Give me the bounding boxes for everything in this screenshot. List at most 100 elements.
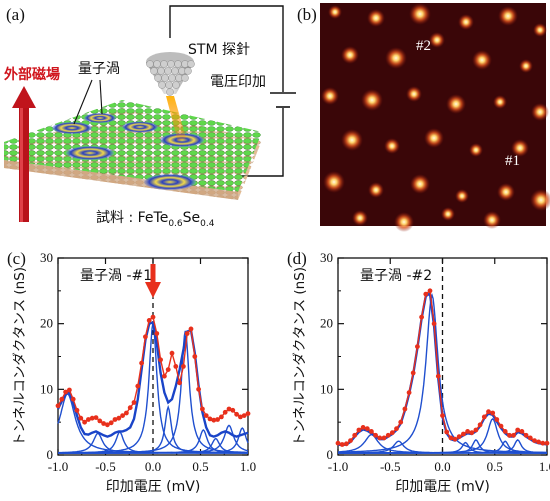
- data-point: [348, 438, 353, 443]
- vortex-spot: [384, 138, 400, 154]
- data-point: [477, 422, 483, 428]
- data-point: [381, 435, 387, 441]
- data-point: [116, 415, 122, 421]
- field-label: 外部磁場: [4, 66, 60, 83]
- panel-d-chart: (d) -1.0 -0.5 0.0 0.5 1.0 0 10 20 30 印加電圧 (mV) トンネル…: [287, 249, 550, 495]
- panel-b-label: (b): [297, 5, 317, 24]
- vortex-spot: [409, 3, 431, 25]
- data-point: [196, 386, 202, 392]
- data-point: [55, 403, 61, 409]
- vortex-spot: [533, 23, 547, 37]
- data-point: [532, 438, 537, 443]
- vortex-spot: [493, 95, 507, 109]
- y-tick-label: 0: [47, 447, 54, 462]
- circuit-wire-lower: [238, 108, 284, 177]
- data-point: [431, 321, 437, 327]
- vortex-spot: [455, 189, 469, 203]
- data-point: [241, 413, 247, 418]
- y-tick-label: 0: [327, 447, 334, 462]
- data-point: [377, 435, 383, 441]
- data-point: [203, 413, 209, 418]
- data-point: [89, 415, 95, 421]
- x-tick-label: 0.5: [192, 459, 208, 474]
- vortex-spot: [328, 5, 342, 19]
- data-point: [131, 400, 137, 405]
- lattice-edge: [4, 160, 238, 200]
- vortex-spot: [530, 189, 550, 211]
- fit-component: [338, 439, 548, 454]
- data-point: [440, 413, 445, 418]
- data-point: [105, 422, 110, 428]
- data-point: [481, 414, 487, 420]
- data-point: [402, 406, 408, 412]
- data-point: [373, 432, 378, 438]
- vortex-icon: [84, 113, 116, 123]
- data-point: [435, 373, 441, 379]
- vortex-spot: [394, 212, 414, 232]
- data-point: [419, 314, 424, 320]
- vortex-spot: [511, 139, 529, 157]
- vortex-spot: [458, 14, 474, 30]
- vortex-spot: [341, 46, 359, 64]
- vortex-spot: [446, 94, 466, 114]
- x-axis-label: 印加電圧 (mV): [395, 479, 490, 495]
- data-point: [490, 410, 496, 416]
- data-point: [120, 413, 125, 418]
- data-point: [188, 326, 194, 332]
- data-point: [181, 364, 186, 369]
- vortex-spot: [321, 87, 339, 105]
- data-point: [74, 407, 80, 413]
- data-point: [154, 331, 160, 336]
- tip-label: STM 探針: [188, 42, 250, 58]
- sample-subscript-se: 0.4: [200, 219, 215, 229]
- data-point: [230, 407, 236, 413]
- data-point: [173, 364, 179, 369]
- data-point: [339, 442, 345, 447]
- y-tick-label: 20: [320, 316, 333, 331]
- data-point: [165, 367, 171, 372]
- y-tick-label: 30: [40, 250, 53, 265]
- vortex-spots: [321, 3, 550, 232]
- x-tick-label: 0.5: [487, 459, 503, 474]
- vortex-spot: [367, 9, 385, 27]
- y-tick-label: 20: [40, 316, 53, 331]
- fit-component: [338, 293, 547, 454]
- vortex-spot: [483, 211, 501, 229]
- vortex-pointer: [73, 79, 93, 125]
- vortex-label: 量子渦: [78, 61, 120, 77]
- data-point: [226, 406, 232, 412]
- vortex-icon: [52, 122, 92, 134]
- voltage-label: 電圧印加: [210, 74, 266, 90]
- data-point: [93, 415, 99, 420]
- circuit-wire: [169, 5, 284, 92]
- data-point: [427, 288, 433, 294]
- data-point: [360, 425, 366, 430]
- data-point: [97, 418, 103, 424]
- sample-middle: Se: [183, 210, 201, 226]
- data-point: [515, 427, 521, 433]
- x-tick-label: -1.0: [328, 459, 349, 474]
- sample-subscript-te: 0.6: [168, 219, 183, 229]
- data-point: [498, 423, 504, 429]
- data-point: [162, 373, 167, 379]
- vortex-icon: [66, 146, 114, 160]
- data-point: [486, 409, 491, 415]
- data-point: [238, 414, 243, 420]
- y-tick-label: 10: [320, 381, 333, 396]
- data-point: [215, 417, 221, 422]
- x-tick-label: -0.5: [95, 459, 116, 474]
- vortex-spot: [531, 103, 549, 121]
- data-point: [139, 360, 145, 366]
- data-point: [536, 439, 541, 445]
- data-point: [410, 370, 416, 376]
- data-point: [444, 429, 450, 435]
- vortex-spot: [498, 6, 518, 26]
- data-point: [356, 427, 362, 433]
- data-point: [448, 435, 454, 441]
- tunnel-beam: [166, 96, 186, 142]
- panel-c-chart: (c) -1.0 -0.5 0.0 0.5 1.0 0 10 20 30 印加電圧 (mV) トンネル…: [7, 249, 256, 495]
- x-axis-label: 印加電圧 (mV): [106, 479, 201, 495]
- data-point: [461, 431, 466, 437]
- sample-label: 試料 : FeTe0.6Se0.4: [96, 210, 215, 229]
- fit-total-line: [56, 320, 249, 438]
